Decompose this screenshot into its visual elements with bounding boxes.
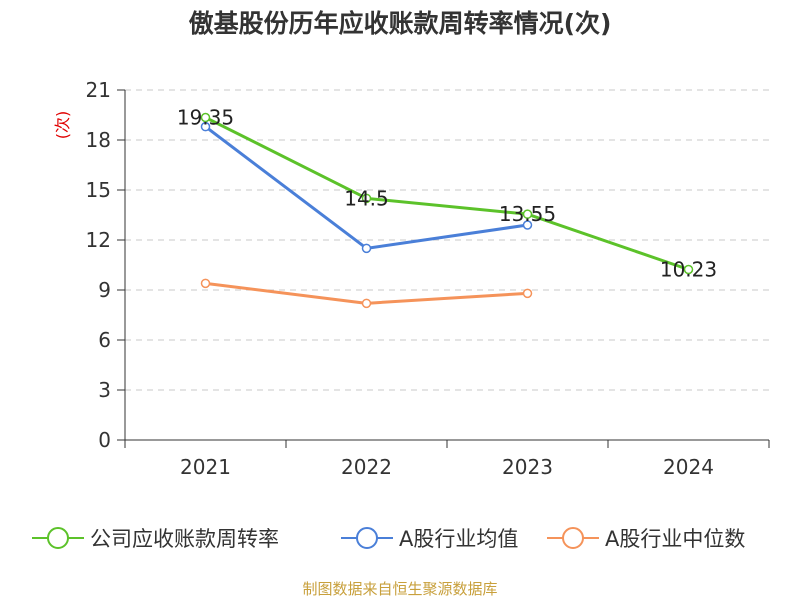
y-tick-label: 6 [98,328,111,352]
y-axis-unit: (次) [53,111,72,140]
series-line-0 [204,116,689,271]
y-tick-label: 15 [86,178,111,202]
label-layer: 19.35 14.5 13.55 10.23 [177,106,717,282]
y-tick-label: 21 [86,78,111,102]
data-label: 10.23 [660,258,717,282]
y-tick-label: 9 [98,278,111,302]
legend-swatch-marker [562,527,584,549]
data-point [361,298,372,309]
data-point [200,121,211,132]
data-point [522,220,533,230]
y-tick-label: 18 [86,128,111,152]
x-tick-label: 2021 [180,455,231,479]
data-point [522,209,533,219]
legend-swatch-icon [341,527,393,549]
chart-title: 傲基股份历年应收账款周转率情况(次) [188,9,612,38]
legend-swatch-marker [356,527,378,549]
data-point [522,288,533,299]
data-label: 19.35 [177,106,234,130]
legend-label: A股行业中位数 [605,527,746,551]
x-tick-label: 2022 [341,455,392,479]
legend-swatch-marker [47,527,69,549]
legend-item[interactable]: 公司应收账款周转率 [32,518,279,558]
legend-swatch-icon [547,527,599,549]
x-tick-label: 2023 [502,455,553,479]
data-point [200,278,211,289]
y-tick-label: 12 [86,228,111,252]
x-tick-label: 2024 [663,455,714,479]
data-label: 13.55 [499,202,556,226]
data-point [200,112,211,123]
legend: 公司应收账款周转率 A股行业均值 A股行业中位数 [0,518,800,558]
axis-layer: 0 3 6 9 12 15 18 21 (次) 2021 2022 2023 2024 [53,78,770,479]
legend-label: 公司应收账款周转率 [90,527,279,551]
y-tick-label: 0 [98,428,111,452]
data-label: 14.5 [344,186,389,210]
series-layer [200,112,694,309]
legend-item[interactable]: A股行业中位数 [547,518,745,558]
legend-swatch-icon [32,527,84,549]
grid-layer [125,89,769,391]
data-point [361,193,372,204]
source-note: 制图数据来自恒生聚源数据库 [302,580,498,598]
y-tick-label: 3 [98,378,111,402]
data-point [361,243,372,254]
legend-item[interactable]: A股行业均值 [341,518,518,558]
data-point [683,264,694,275]
legend-label: A股行业均值 [399,527,519,551]
